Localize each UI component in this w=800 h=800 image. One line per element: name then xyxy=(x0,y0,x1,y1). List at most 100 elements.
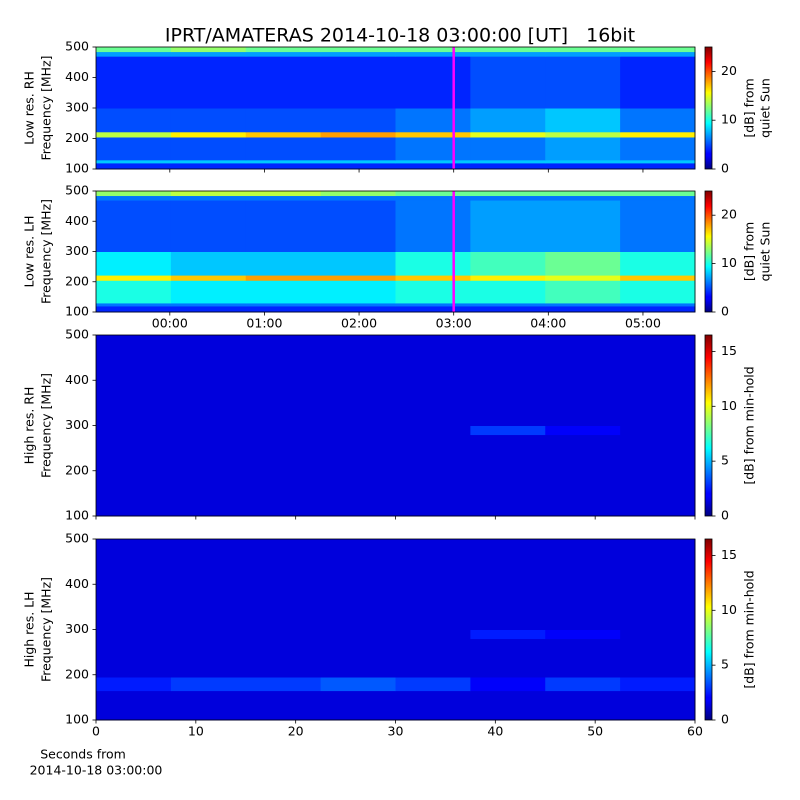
heatmap-cell xyxy=(395,200,471,252)
heatmap-cell xyxy=(470,200,546,252)
heatmap-cell xyxy=(170,47,247,53)
heatmap-cell xyxy=(620,275,696,281)
heatmap-cell xyxy=(620,690,696,721)
heatmap-cell xyxy=(245,638,322,678)
colorbar-tick-label: 15 xyxy=(721,547,737,562)
heatmap-cell xyxy=(320,305,396,313)
heatmap-cell xyxy=(470,191,546,197)
y-axis-label: High res. RH xyxy=(22,387,37,465)
heatmap-cell xyxy=(620,51,696,57)
y-tick-label: 300 xyxy=(65,100,89,115)
heatmap-cell xyxy=(470,302,546,307)
heatmap-cell xyxy=(470,51,546,57)
heatmap-cell xyxy=(620,191,696,197)
heatmap-cell xyxy=(96,275,172,281)
heatmap-cell xyxy=(96,159,172,164)
heatmap-cell xyxy=(170,136,247,161)
heatmap-cell xyxy=(96,131,172,138)
y-tick-label: 100 xyxy=(65,712,89,727)
y-axis-label: Frequency [MHz] xyxy=(39,55,54,160)
heatmap-cell xyxy=(96,335,172,426)
heatmap-cell xyxy=(320,108,396,133)
heatmap-cell xyxy=(470,335,546,426)
heatmap-cell xyxy=(620,638,696,678)
heatmap-cell xyxy=(170,131,247,138)
heatmap-cell xyxy=(96,539,172,630)
heatmap-cell xyxy=(395,690,471,721)
heatmap-cell xyxy=(245,275,322,281)
heatmap-cell xyxy=(320,302,396,307)
heatmap-cell xyxy=(96,136,172,161)
heatmap-cell xyxy=(170,51,247,57)
x-axis-label: 2014-10-18 03:00:00 xyxy=(30,763,163,778)
x-axis-label: Seconds from xyxy=(40,747,126,762)
heatmap-cell xyxy=(545,108,621,133)
heatmap-cell xyxy=(245,690,322,721)
colorbar xyxy=(704,538,713,721)
x-tick-label: 03:00 xyxy=(436,316,472,331)
heatmap-cell xyxy=(320,191,396,197)
x-tick-label: 00:00 xyxy=(152,316,188,331)
heatmap-cell xyxy=(395,275,471,281)
heatmap-cell xyxy=(395,302,471,307)
heatmap-cell xyxy=(96,677,172,692)
colorbar xyxy=(704,334,713,517)
heatmap-cell xyxy=(545,638,621,678)
x-tick-label: 40 xyxy=(487,724,503,739)
x-tick-label: 05:00 xyxy=(625,316,661,331)
heatmap-cell xyxy=(470,47,546,53)
heatmap-cell xyxy=(96,191,172,197)
heatmap-cell xyxy=(96,305,172,313)
heatmap-cell xyxy=(545,195,621,201)
colorbar-tick-label: 20 xyxy=(721,207,737,222)
x-tick-label: 0 xyxy=(92,724,100,739)
heatmap-cell xyxy=(170,629,247,640)
heatmap-cell xyxy=(470,56,546,109)
heatmap-cell xyxy=(620,195,696,201)
x-tick-label: 30 xyxy=(388,724,404,739)
heatmap-cell xyxy=(545,280,621,304)
heatmap-cell xyxy=(470,425,546,436)
colorbar-tick-label: 15 xyxy=(721,343,737,358)
x-tick-label: 02:00 xyxy=(341,316,377,331)
figure-title: IPRT/AMATERAS 2014-10-18 03:00:00 [UT] 1… xyxy=(165,25,635,47)
heatmap-cell xyxy=(320,425,396,436)
heatmap-cell xyxy=(395,434,471,517)
heatmap-cell xyxy=(470,162,546,170)
heatmap-cell xyxy=(620,280,696,304)
heatmap-cell xyxy=(395,131,471,138)
colorbar-tick-label: 10 xyxy=(721,255,737,270)
heatmap-cell xyxy=(620,200,696,252)
y-tick-label: 100 xyxy=(65,161,89,176)
y-tick-label: 200 xyxy=(65,273,89,288)
heatmap-cell xyxy=(245,191,322,197)
heatmap-cell xyxy=(320,200,396,252)
heatmap-cell xyxy=(545,136,621,161)
heatmap-cell xyxy=(395,136,471,161)
heatmap-cell xyxy=(245,108,322,133)
colorbar-tick-label: 5 xyxy=(721,453,729,468)
heatmap-cell xyxy=(170,434,247,517)
heatmap-cell xyxy=(170,195,247,201)
y-tick-label: 200 xyxy=(65,462,89,477)
heatmap-cell xyxy=(245,56,322,109)
heatmap-cell xyxy=(545,56,621,109)
heatmap-cell xyxy=(545,425,621,436)
y-tick-label: 100 xyxy=(65,304,89,319)
heatmap-cell xyxy=(545,131,621,138)
heatmap-cell xyxy=(395,629,471,640)
heatmap-cell xyxy=(96,638,172,678)
y-tick-label: 500 xyxy=(65,39,89,54)
heatmap-cell xyxy=(395,251,471,276)
heatmap-cell xyxy=(320,335,396,426)
heatmap-cell xyxy=(96,195,172,201)
colorbar-label: [dB] from min-hold xyxy=(742,366,757,484)
heatmap-cell xyxy=(96,280,172,304)
heatmap-cell xyxy=(170,275,247,281)
heatmap-cell xyxy=(170,251,247,276)
heatmap-cell xyxy=(170,677,247,692)
heatmap-cell xyxy=(96,629,172,640)
heatmap-cell xyxy=(320,159,396,164)
y-tick-label: 200 xyxy=(65,666,89,681)
y-tick-label: 500 xyxy=(65,531,89,546)
